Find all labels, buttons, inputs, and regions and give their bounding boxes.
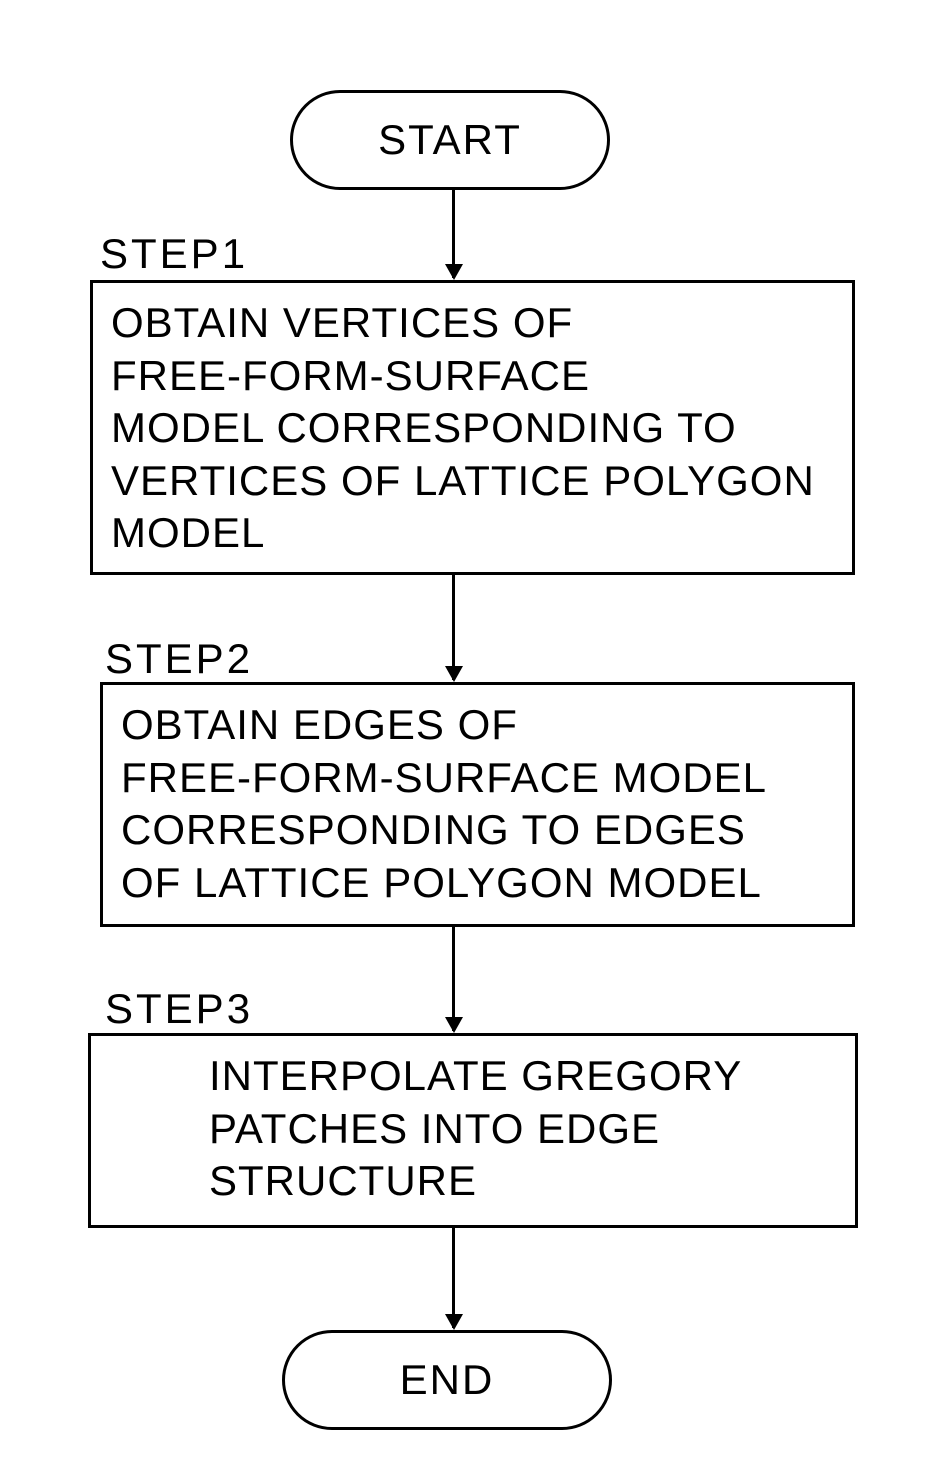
step1-node: OBTAIN VERTICES OF FREE-FORM-SURFACE MOD… (90, 280, 855, 575)
end-text: END (400, 1356, 495, 1404)
start-node: START (290, 90, 610, 190)
step1-text: OBTAIN VERTICES OF FREE-FORM-SURFACE MOD… (111, 299, 815, 556)
edge-step3-end (452, 1228, 455, 1328)
start-text: START (378, 116, 522, 164)
step2-text: OBTAIN EDGES OF FREE-FORM-SURFACE MODEL … (121, 701, 767, 906)
end-node: END (282, 1330, 612, 1430)
edge-step2-step3 (452, 927, 455, 1031)
step3-label: STEP3 (105, 985, 253, 1033)
step3-node: INTERPOLATE GREGORY PATCHES INTO EDGE ST… (88, 1033, 858, 1228)
step2-node: OBTAIN EDGES OF FREE-FORM-SURFACE MODEL … (100, 682, 855, 927)
flowchart-canvas: START STEP1 OBTAIN VERTICES OF FREE-FORM… (0, 0, 942, 1477)
step2-label: STEP2 (105, 635, 253, 683)
step3-text: INTERPOLATE GREGORY PATCHES INTO EDGE ST… (209, 1052, 742, 1204)
edge-step1-step2 (452, 575, 455, 680)
edge-start-step1 (452, 190, 455, 278)
step1-label: STEP1 (100, 230, 248, 278)
